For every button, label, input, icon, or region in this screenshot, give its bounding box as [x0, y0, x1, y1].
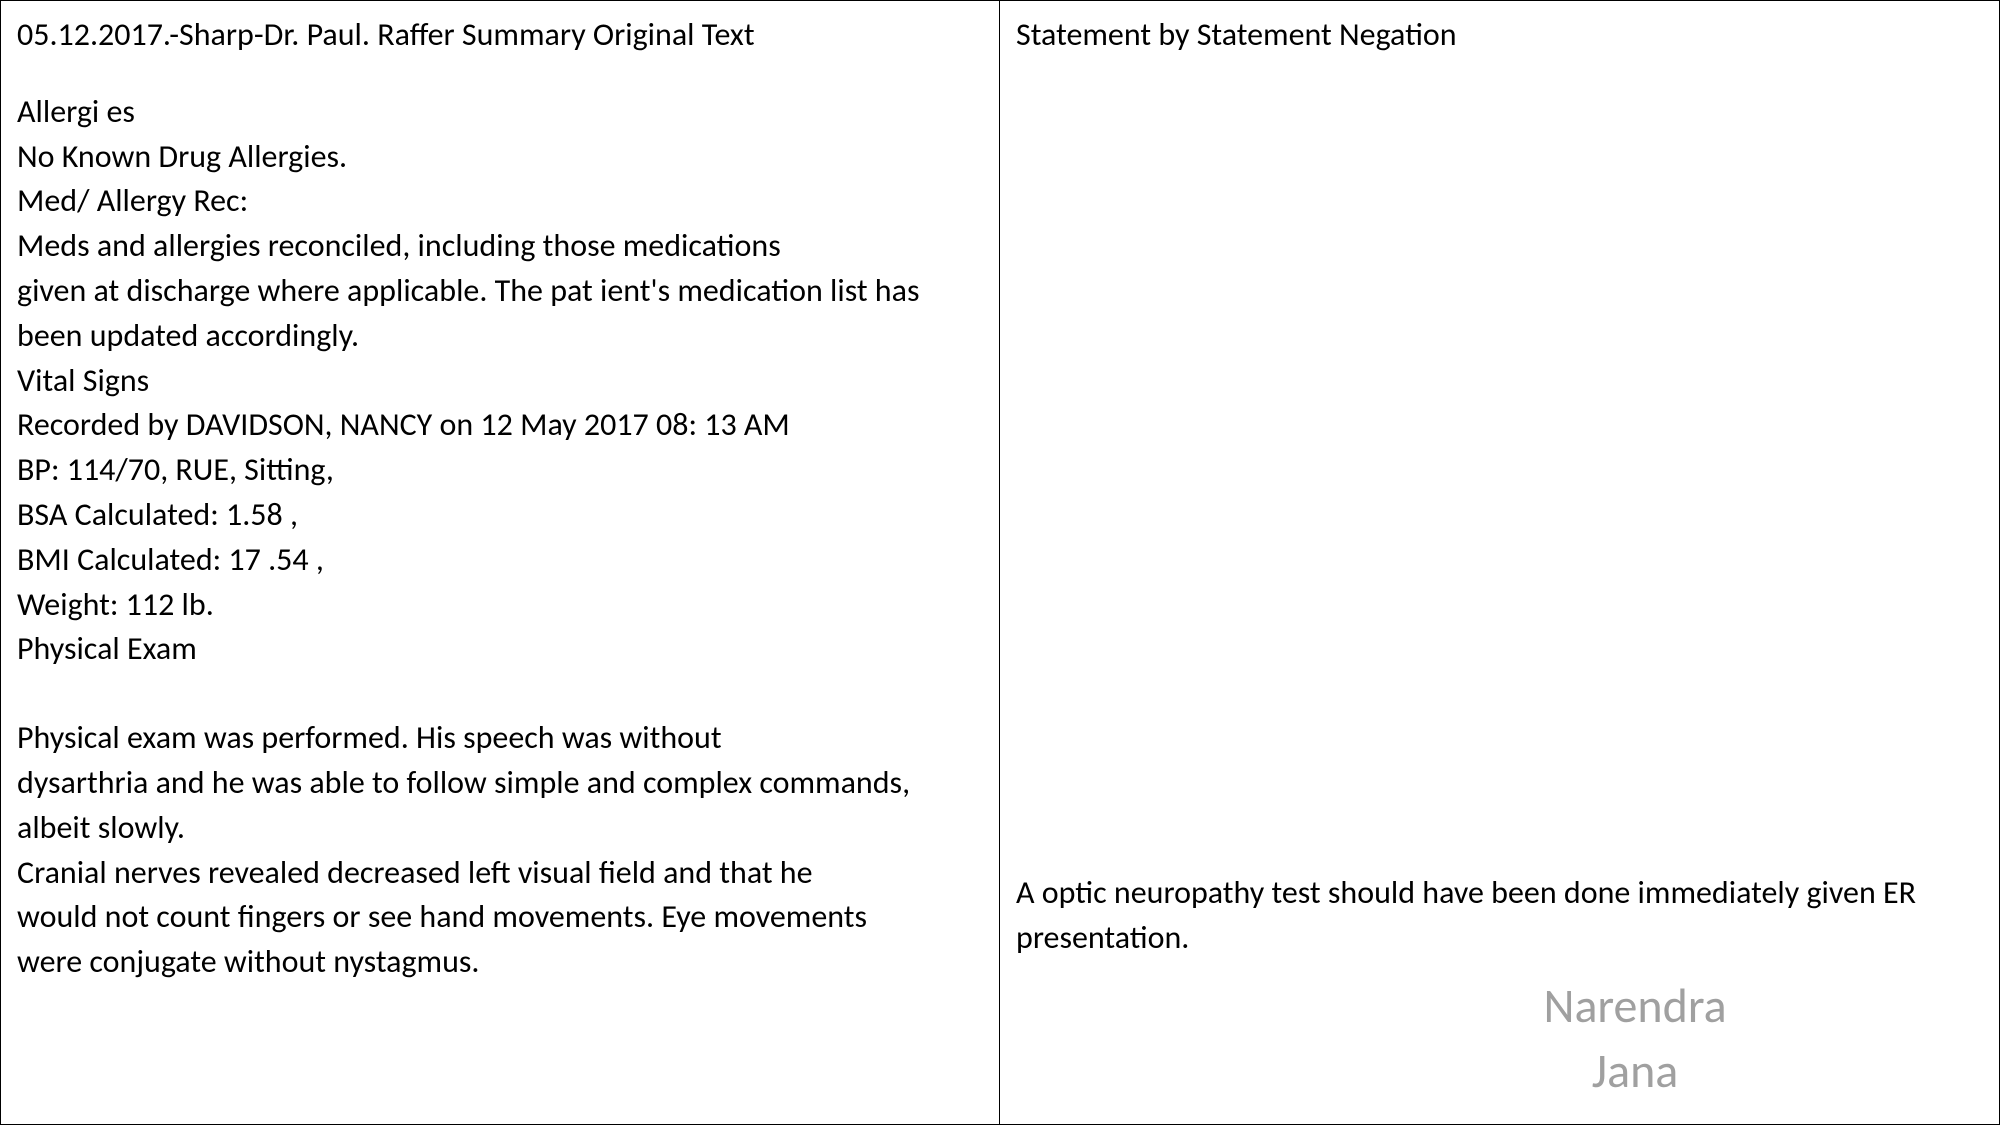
left-column: 05.12.2017.-Sharp-Dr. Paul. Raffer Summa… — [1, 1, 1000, 1124]
text-line: Recorded by DAVIDSON, NANCY on 12 May 20… — [17, 403, 983, 448]
text-line: been updated accordingly. — [17, 314, 983, 359]
left-header: 05.12.2017.-Sharp-Dr. Paul. Raffer Summa… — [17, 13, 983, 58]
text-line: given at discharge where applicable. The… — [17, 269, 983, 314]
watermark-line-1: Narendra — [1543, 974, 1726, 1039]
right-comment-text: A optic neuropathy test should have been… — [1016, 871, 1983, 961]
text-line: BP: 114/70, RUE, Sitting, — [17, 448, 983, 493]
text-line: BSA Calculated: 1.58 , — [17, 493, 983, 538]
two-column-document: 05.12.2017.-Sharp-Dr. Paul. Raffer Summa… — [0, 0, 2000, 1125]
text-line: Physical exam was performed. His speech … — [17, 716, 983, 761]
text-line: Physical Exam — [17, 627, 983, 672]
text-line: Allergi es — [17, 90, 983, 135]
text-line: were conjugate without nystagmus. — [17, 940, 983, 985]
text-line: Vital Signs — [17, 359, 983, 404]
watermark-line-2: Jana — [1543, 1039, 1726, 1104]
text-line: Meds and allergies reconciled, including… — [17, 224, 983, 269]
right-header: Statement by Statement Negation — [1016, 13, 1983, 58]
text-line: Weight: 112 lb. — [17, 583, 983, 628]
blank-spacer — [17, 672, 983, 716]
left-body-block-1: Allergi es No Known Drug Allergies. Med/… — [17, 90, 983, 672]
text-line: BMI Calculated: 17 .54 , — [17, 538, 983, 583]
right-column: Statement by Statement Negation A optic … — [1000, 1, 1999, 1124]
text-line: albeit slowly. — [17, 806, 983, 851]
text-line: dysarthria and he was able to follow sim… — [17, 761, 983, 806]
text-line: Med/ Allergy Rec: — [17, 179, 983, 224]
text-line: would not count fingers or see hand move… — [17, 895, 983, 940]
left-body-block-2: Physical exam was performed. His speech … — [17, 716, 983, 985]
watermark: Narendra Jana — [1543, 974, 1726, 1104]
text-line: Cranial nerves revealed decreased left v… — [17, 851, 983, 896]
text-line: No Known Drug Allergies. — [17, 135, 983, 180]
